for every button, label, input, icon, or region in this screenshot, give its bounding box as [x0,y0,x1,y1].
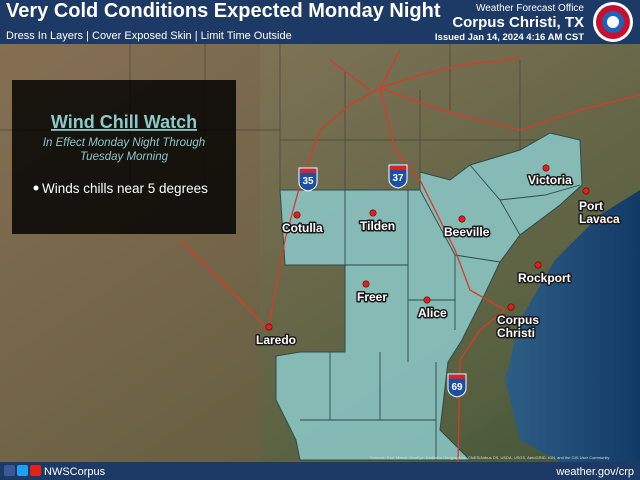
city-label: Christi [497,326,535,340]
city-dot [362,280,370,288]
title: Very Cold Conditions Expected Monday Nig… [6,0,441,22]
city-dot [507,303,515,311]
highway-shield-top [449,375,465,379]
gulf [505,190,640,462]
office-label: Weather Forecast Office [476,3,584,14]
highway-shield-top [300,169,316,173]
city-dot [265,323,273,331]
city-label: Victoria [528,173,572,187]
watch-zones [275,132,583,461]
office-location: Corpus Christi, TX [452,14,584,31]
youtube-icon[interactable] [30,465,41,476]
roads [179,49,640,463]
social-handle[interactable]: NWSCorpus [44,466,106,478]
highway-number: 35 [302,176,314,187]
highway-shield-top [390,166,406,170]
city-dot [293,211,301,219]
city-label: Corpus [497,313,539,327]
facebook-icon[interactable] [4,465,15,476]
city-label: Rockport [518,271,571,285]
footer-bar [0,462,640,480]
city-dot [423,296,431,304]
city-dot [534,261,542,269]
panel-subtitle-2: Tuesday Morning [80,151,169,163]
issued-time: Issued Jan 14, 2024 4:16 AM CST [435,32,584,43]
attribution: Sources: Esri, Maxar, GeoEye, Earthstar … [370,455,609,460]
highway-shield [447,373,467,398]
subtitle: Dress In Layers | Cover Exposed Skin | L… [6,30,292,42]
info-panel [12,80,236,234]
website[interactable]: weather.gov/crp [555,466,634,478]
city-label: Alice [418,306,447,320]
panel-bullet: Winds chills near 5 degrees [42,181,208,196]
city-label: Beeville [444,225,490,239]
city-label: Port [579,199,603,213]
panel-title: Wind Chill Watch [51,112,197,132]
city-dot [582,187,590,195]
header-bar [0,0,640,44]
city-label: Tilden [360,219,395,233]
zone-borders [300,164,581,460]
bullet [33,185,39,191]
city-dot [542,164,550,172]
nws-logo [593,2,633,42]
panel-subtitle-1: In Effect Monday Night Through [43,137,205,149]
city-label: Lavaca [579,212,620,226]
highway-shield [298,167,318,192]
city-dot [369,209,377,217]
city-label: Cotulla [282,221,323,235]
twitter-icon[interactable] [17,465,28,476]
highway-number: 69 [451,382,463,393]
city-dot [458,215,466,223]
city-label: Laredo [256,333,296,347]
highway-number: 37 [392,173,404,184]
highway-shield [388,164,408,189]
city-label: Freer [357,290,387,304]
